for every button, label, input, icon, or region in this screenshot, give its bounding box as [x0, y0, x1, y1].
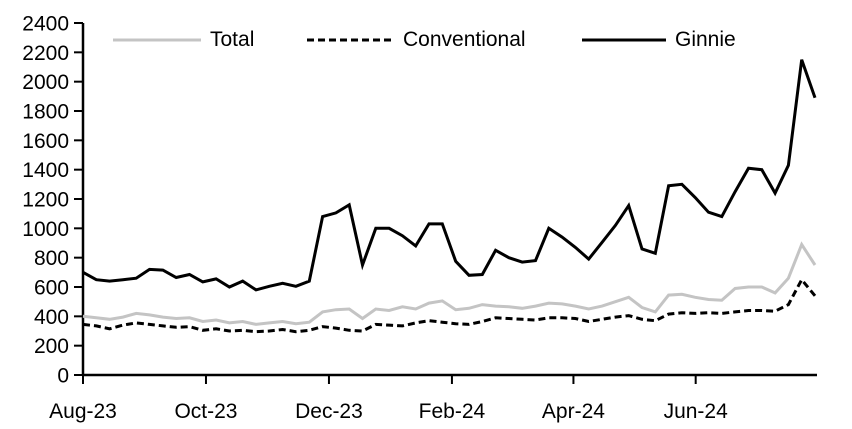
y-tick-label: 1200 [22, 189, 69, 212]
y-tick-label: 1400 [22, 159, 69, 182]
y-tick-label: 2000 [22, 71, 69, 94]
y-tick-label: 0 [57, 365, 69, 388]
legend-label-ginnie: Ginnie [675, 28, 736, 51]
legend-item-conventional: Conventional [307, 28, 526, 52]
y-tick-label: 2400 [22, 13, 69, 36]
y-tick-label: 1800 [22, 101, 69, 124]
y-tick-label: 1600 [22, 130, 69, 153]
series-line-total [82, 241, 817, 326]
series-line-conventional [82, 277, 817, 334]
x-tick-label: Jun-24 [664, 400, 729, 423]
y-tick-label: 400 [34, 306, 69, 329]
y-tick-label: 2200 [22, 42, 69, 65]
x-tick-label: Oct-23 [174, 400, 237, 423]
y-tick-label: 1000 [22, 218, 69, 241]
legend-swatch-conventional-line [307, 38, 394, 42]
x-tick-label: Feb-24 [419, 400, 486, 423]
y-tick-label: 600 [34, 277, 69, 300]
y-tick-label: 200 [34, 335, 69, 358]
legend-swatch-total-line [113, 38, 201, 42]
legend-label-conventional: Conventional [403, 28, 526, 51]
legend-item-ginnie: Ginnie [582, 28, 736, 52]
legend-swatch-ginnie-line [582, 38, 666, 42]
x-tick-label: Aug-23 [49, 400, 117, 423]
x-tick-label: Apr-24 [542, 400, 605, 423]
y-tick-label: 800 [34, 247, 69, 270]
legend-item-total: Total [113, 28, 254, 52]
x-tick-label: Dec-23 [295, 400, 363, 423]
series-line-ginnie [82, 59, 817, 292]
legend-label-total: Total [210, 28, 255, 51]
